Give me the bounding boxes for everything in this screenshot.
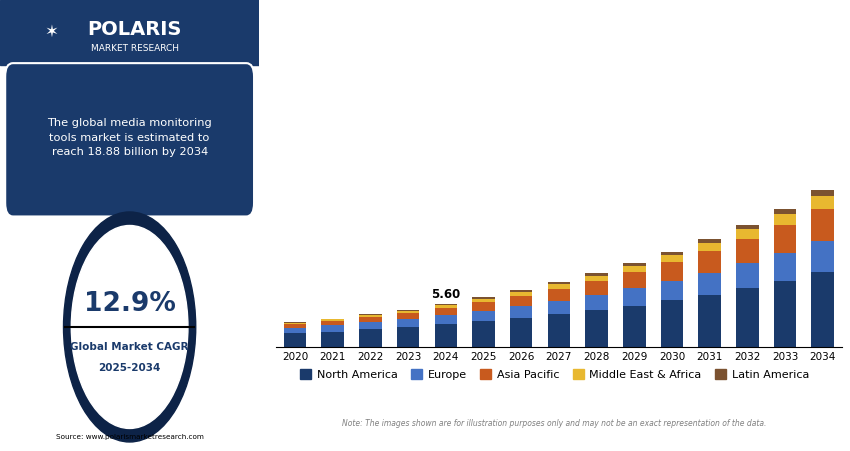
Bar — [434, 308, 457, 315]
Bar — [473, 299, 495, 302]
Text: Global Market CAGR: Global Market CAGR — [71, 342, 189, 352]
Bar — [660, 300, 683, 347]
Text: Size, By Region, 2020 - 2034 (USD Billion): Size, By Region, 2020 - 2034 (USD Billio… — [271, 41, 535, 54]
Bar — [660, 255, 683, 262]
Bar — [510, 292, 532, 296]
Bar — [699, 295, 721, 347]
Bar — [473, 311, 495, 322]
Bar — [812, 272, 834, 347]
Bar — [434, 315, 457, 324]
Bar — [360, 315, 382, 317]
Bar — [397, 309, 419, 311]
Bar — [660, 281, 683, 300]
Text: 12.9%: 12.9% — [83, 291, 176, 318]
Bar — [812, 196, 834, 208]
Bar — [736, 230, 758, 239]
Bar — [660, 262, 683, 281]
Bar — [360, 322, 382, 329]
Text: ✶: ✶ — [45, 23, 59, 41]
Bar — [660, 252, 683, 255]
Bar — [586, 310, 608, 347]
Bar — [586, 276, 608, 281]
Bar — [321, 331, 344, 347]
Bar — [360, 317, 382, 322]
Bar — [434, 324, 457, 347]
Text: Media Monitoring Tools Market: Media Monitoring Tools Market — [271, 9, 598, 28]
Bar — [397, 313, 419, 319]
Bar — [473, 322, 495, 347]
Bar — [774, 209, 796, 214]
Text: Source: www.polarismarketresearch.com: Source: www.polarismarketresearch.com — [56, 434, 203, 441]
Bar — [623, 288, 645, 306]
Bar — [547, 282, 570, 285]
Text: 5.60: 5.60 — [431, 288, 461, 301]
Bar — [510, 290, 532, 292]
Bar — [360, 329, 382, 347]
Bar — [547, 289, 570, 301]
Bar — [397, 319, 419, 327]
Bar — [547, 285, 570, 289]
Legend: North America, Europe, Asia Pacific, Middle East & Africa, Latin America: North America, Europe, Asia Pacific, Mid… — [296, 364, 813, 384]
Text: 2025-2034: 2025-2034 — [99, 363, 161, 373]
Bar — [774, 253, 796, 281]
Bar — [397, 327, 419, 347]
Bar — [623, 263, 645, 266]
Bar — [736, 239, 758, 263]
Bar — [321, 319, 344, 321]
Bar — [284, 324, 306, 328]
Bar — [360, 314, 382, 315]
Bar — [473, 302, 495, 311]
Bar — [623, 272, 645, 288]
Bar — [397, 311, 419, 313]
Circle shape — [71, 226, 188, 428]
Bar — [510, 318, 532, 347]
Bar — [623, 266, 645, 272]
Bar — [510, 296, 532, 306]
Text: MARKET RESEARCH: MARKET RESEARCH — [91, 44, 178, 53]
Bar — [0, 0, 259, 65]
Bar — [736, 225, 758, 230]
Bar — [321, 321, 344, 325]
Bar — [284, 328, 306, 333]
Bar — [812, 241, 834, 272]
Bar — [699, 272, 721, 295]
Text: The global media monitoring
tools market is estimated to
reach 18.88 billion by : The global media monitoring tools market… — [48, 118, 212, 157]
Bar — [699, 243, 721, 251]
Bar — [774, 281, 796, 347]
Circle shape — [64, 212, 196, 442]
Text: POLARIS: POLARIS — [88, 20, 182, 39]
Bar — [473, 297, 495, 299]
Bar — [586, 273, 608, 276]
Bar — [586, 295, 608, 310]
Bar — [699, 239, 721, 243]
Bar — [434, 304, 457, 305]
Bar — [812, 190, 834, 196]
Bar — [699, 251, 721, 272]
Bar — [812, 208, 834, 241]
FancyBboxPatch shape — [5, 63, 254, 216]
Bar — [736, 288, 758, 347]
Text: Note: The images shown are for illustration purposes only and may not be an exac: Note: The images shown are for illustrat… — [343, 419, 767, 428]
Bar — [284, 333, 306, 347]
Bar — [623, 306, 645, 347]
Bar — [547, 314, 570, 347]
Bar — [774, 214, 796, 225]
Bar — [736, 263, 758, 288]
Bar — [284, 322, 306, 324]
Bar — [434, 305, 457, 308]
Bar — [321, 318, 344, 319]
Bar — [510, 306, 532, 318]
Bar — [774, 225, 796, 253]
Bar — [547, 301, 570, 314]
Bar — [321, 325, 344, 331]
Bar — [586, 281, 608, 295]
